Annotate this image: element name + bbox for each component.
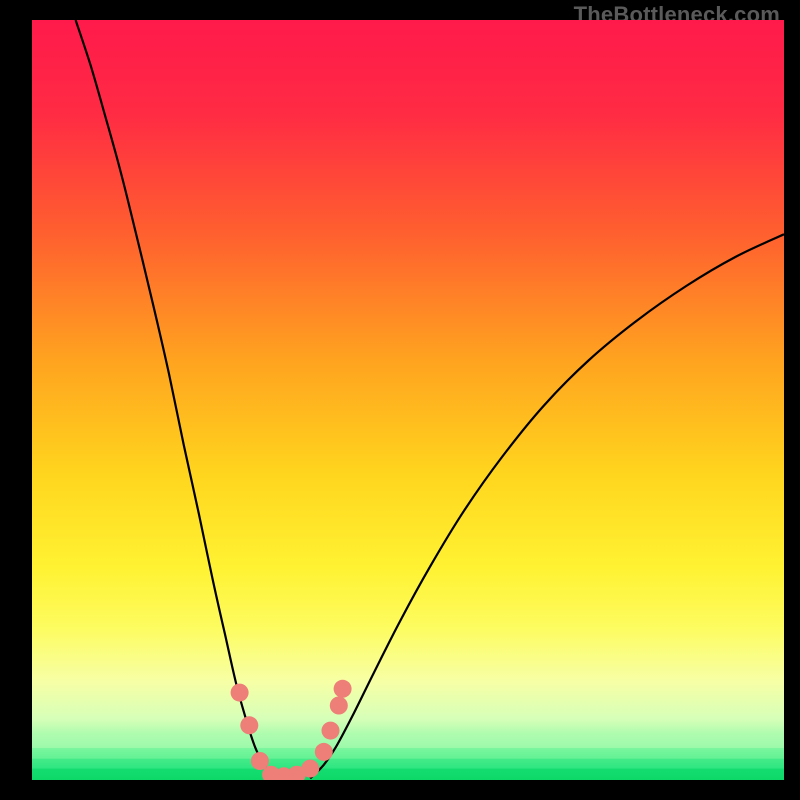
bottom-stripes <box>32 734 784 780</box>
gradient-background <box>32 20 784 780</box>
data-marker <box>301 760 319 778</box>
data-marker <box>231 684 249 702</box>
plot-area <box>32 20 784 780</box>
data-marker <box>322 722 340 740</box>
data-marker <box>240 716 258 734</box>
bottleneck-chart <box>32 20 784 780</box>
data-marker <box>315 743 333 761</box>
data-marker <box>334 680 352 698</box>
data-marker <box>330 697 348 715</box>
canvas: TheBottleneck.com <box>0 0 800 800</box>
